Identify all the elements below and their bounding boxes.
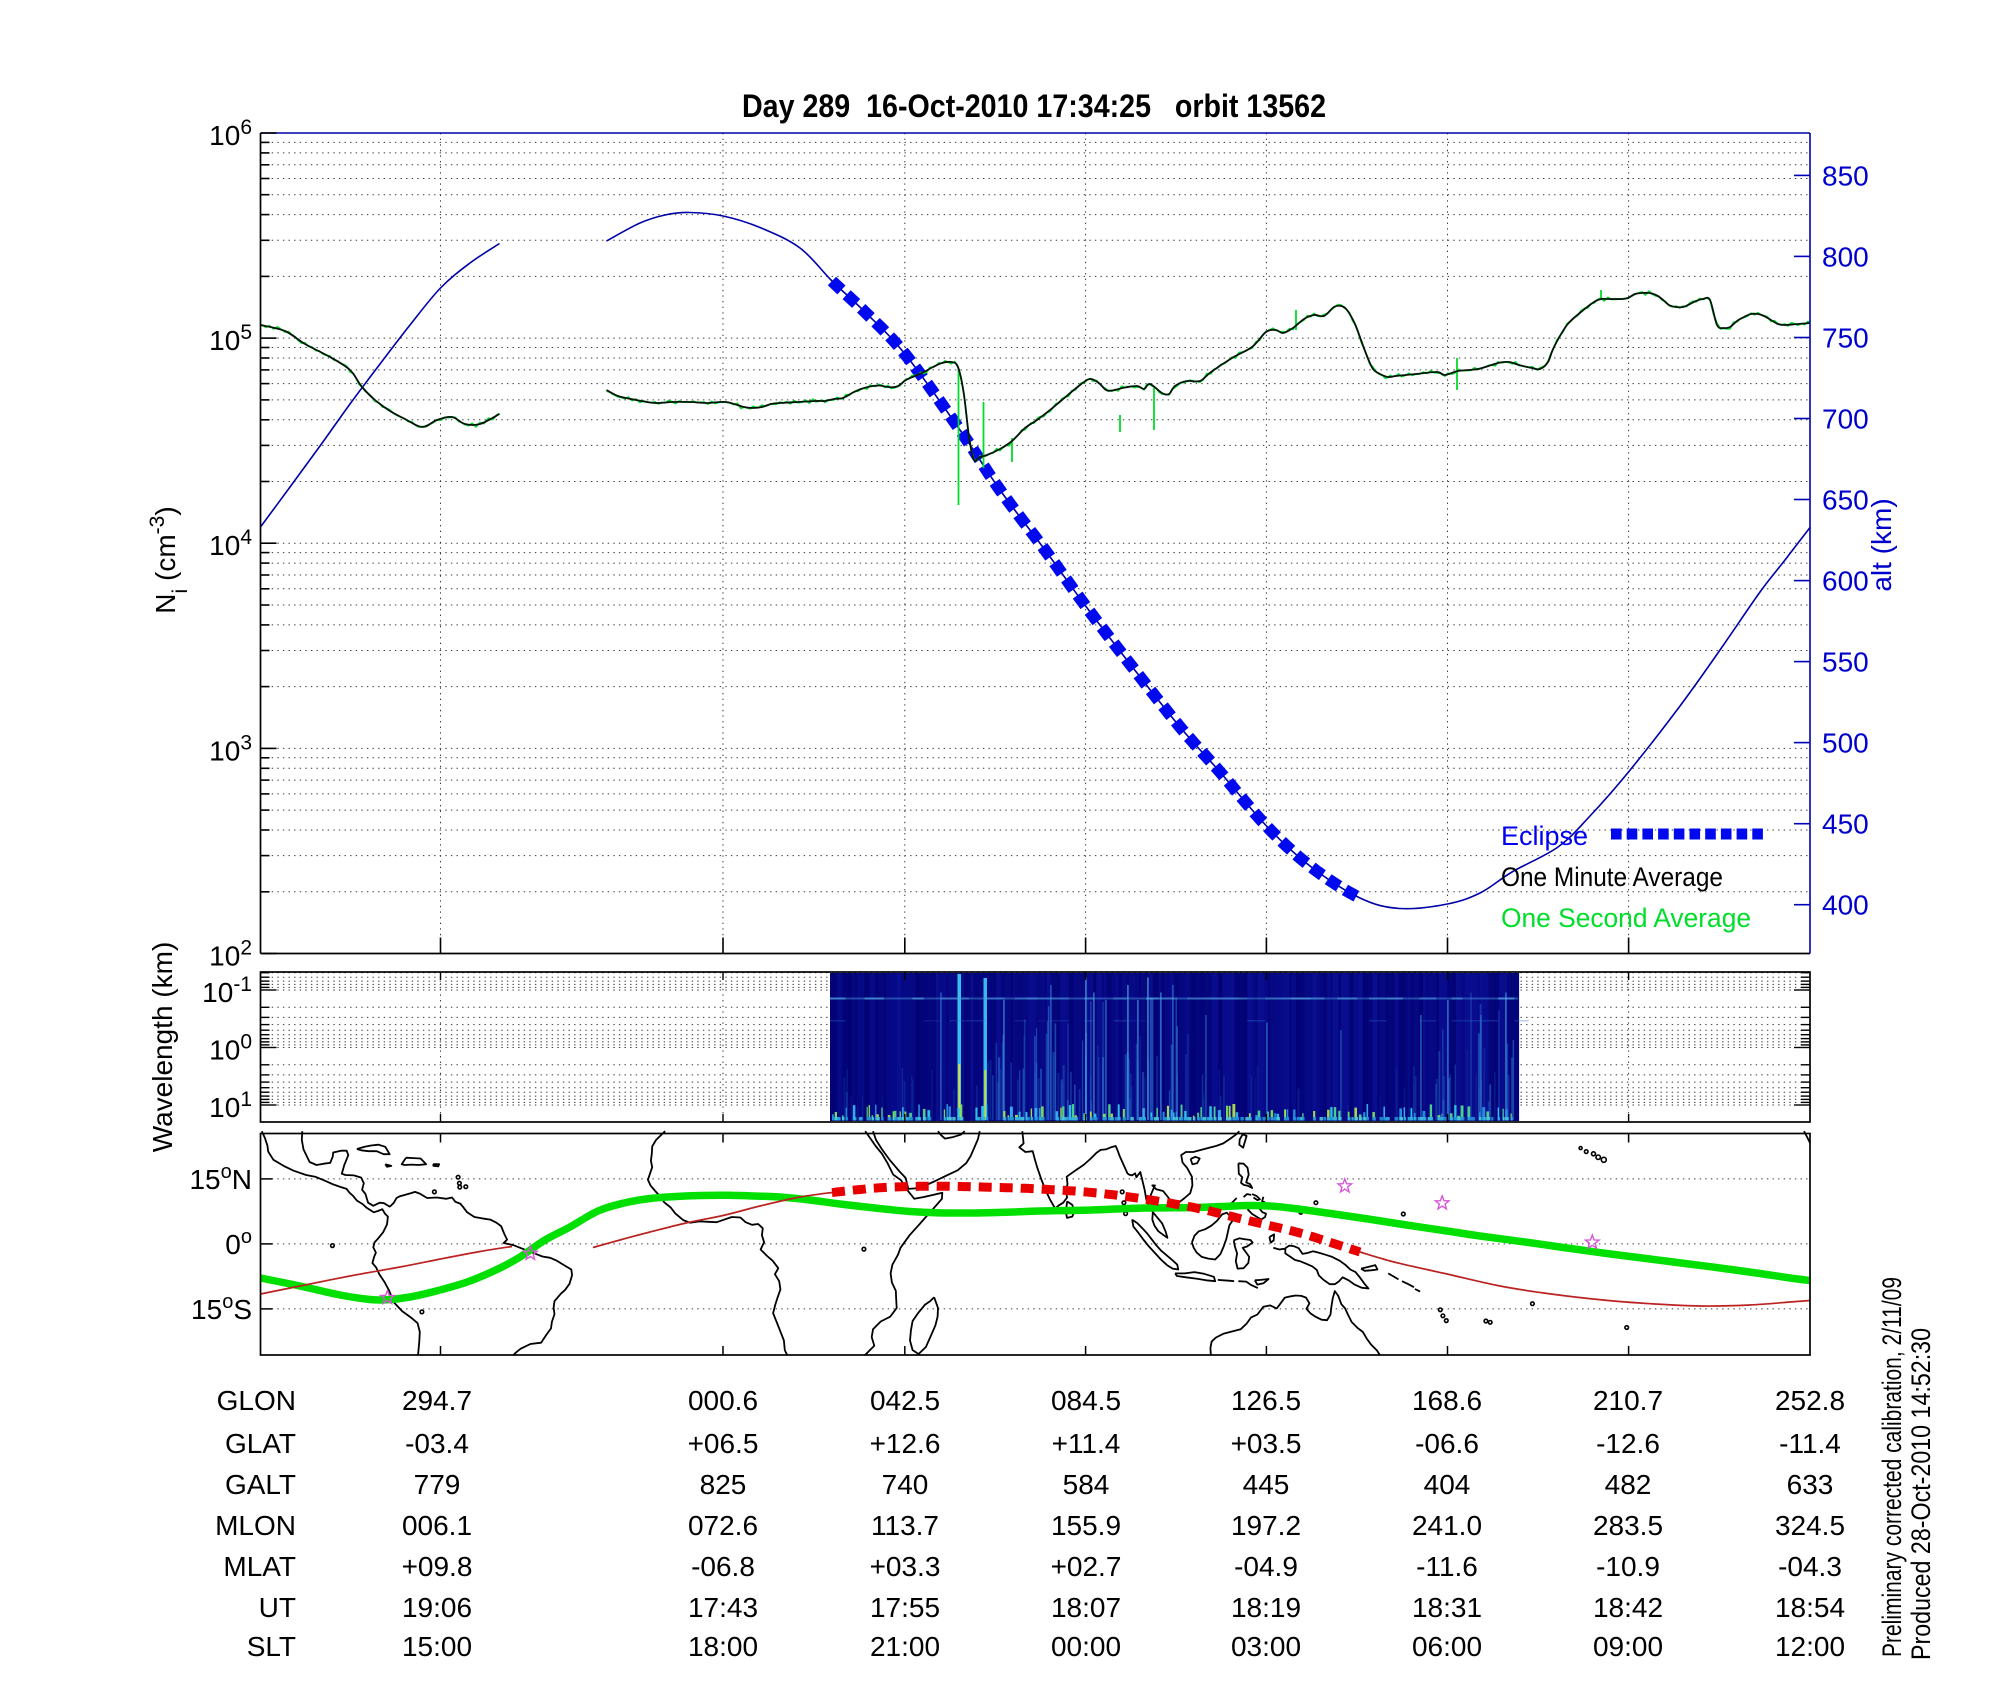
svg-text:18:31: 18:31 — [1412, 1592, 1482, 1623]
svg-text:324.5: 324.5 — [1775, 1510, 1845, 1541]
svg-text:-04.9: -04.9 — [1234, 1551, 1298, 1582]
svg-text:21:00: 21:00 — [870, 1631, 940, 1662]
svg-text:100: 100 — [209, 1030, 252, 1066]
svg-text:241.0: 241.0 — [1412, 1510, 1482, 1541]
svg-text:084.5: 084.5 — [1051, 1385, 1121, 1416]
svg-text:650: 650 — [1822, 485, 1869, 516]
svg-text:740: 740 — [882, 1469, 929, 1500]
svg-text:+12.6: +12.6 — [870, 1428, 941, 1459]
svg-text:18:54: 18:54 — [1775, 1592, 1845, 1623]
svg-text:-06.8: -06.8 — [691, 1551, 755, 1582]
svg-text:17:43: 17:43 — [688, 1592, 758, 1623]
svg-text:GALT: GALT — [225, 1469, 296, 1500]
svg-text:09:00: 09:00 — [1593, 1631, 1663, 1662]
svg-text:One Second Average: One Second Average — [1501, 903, 1751, 933]
svg-text:000.6: 000.6 — [688, 1385, 758, 1416]
svg-text:-06.6: -06.6 — [1415, 1428, 1479, 1459]
svg-text:155.9: 155.9 — [1051, 1510, 1121, 1541]
svg-text:UT: UT — [259, 1592, 296, 1623]
svg-text:450: 450 — [1822, 809, 1869, 840]
svg-text:-11.6: -11.6 — [1416, 1551, 1478, 1582]
svg-text:-12.6: -12.6 — [1596, 1428, 1660, 1459]
svg-text:18:07: 18:07 — [1051, 1592, 1121, 1623]
svg-text:072.6: 072.6 — [688, 1510, 758, 1541]
svg-text:SLT: SLT — [247, 1631, 296, 1662]
svg-text:06:00: 06:00 — [1412, 1631, 1482, 1662]
svg-text:18:00: 18:00 — [688, 1631, 758, 1662]
svg-text:18:42: 18:42 — [1593, 1592, 1663, 1623]
svg-text:168.6: 168.6 — [1412, 1385, 1482, 1416]
svg-text:+03.5: +03.5 — [1231, 1428, 1302, 1459]
svg-text:+11.4: +11.4 — [1052, 1428, 1121, 1459]
svg-text:12:00: 12:00 — [1775, 1631, 1845, 1662]
svg-text:584: 584 — [1063, 1469, 1110, 1500]
svg-text:alt (km): alt (km) — [1866, 498, 1897, 591]
svg-text:15oS: 15oS — [191, 1291, 252, 1325]
svg-text:Wavelength (km): Wavelength (km) — [147, 942, 178, 1153]
svg-text:800: 800 — [1822, 241, 1869, 272]
svg-text:042.5: 042.5 — [870, 1385, 940, 1416]
svg-text:750: 750 — [1822, 323, 1869, 354]
svg-text:104: 104 — [209, 526, 252, 562]
svg-text:779: 779 — [414, 1469, 461, 1500]
svg-text:-11.4: -11.4 — [1779, 1428, 1841, 1459]
svg-text:Day 289 16-Oct-2010 17:34:25: Day 289 16-Oct-2010 17:34:25 orbit 13562 — [742, 88, 1326, 124]
svg-text:15oN: 15oN — [189, 1161, 252, 1195]
svg-text:-03.4: -03.4 — [405, 1428, 469, 1459]
svg-text:482: 482 — [1605, 1469, 1652, 1500]
svg-text:18:19: 18:19 — [1231, 1592, 1301, 1623]
svg-text:-04.3: -04.3 — [1778, 1551, 1842, 1582]
svg-text:633: 633 — [1787, 1469, 1834, 1500]
svg-text:113.7: 113.7 — [871, 1510, 939, 1541]
svg-text:006.1: 006.1 — [402, 1510, 472, 1541]
svg-text:One Minute Average: One Minute Average — [1501, 862, 1723, 892]
svg-text:197.2: 197.2 — [1231, 1510, 1301, 1541]
svg-text:15:00: 15:00 — [402, 1631, 472, 1662]
svg-text:Eclipse: Eclipse — [1501, 821, 1588, 851]
svg-text:210.7: 210.7 — [1593, 1385, 1663, 1416]
svg-text:MLAT: MLAT — [223, 1551, 296, 1582]
svg-text:126.5: 126.5 — [1231, 1385, 1301, 1416]
svg-text:03:00: 03:00 — [1231, 1631, 1301, 1662]
svg-text:00:00: 00:00 — [1051, 1631, 1121, 1662]
svg-text:+06.5: +06.5 — [688, 1428, 759, 1459]
svg-text:-10.9: -10.9 — [1596, 1551, 1660, 1582]
svg-text:445: 445 — [1243, 1469, 1290, 1500]
svg-text:825: 825 — [700, 1469, 747, 1500]
svg-text:19:06: 19:06 — [402, 1592, 472, 1623]
svg-text:MLON: MLON — [215, 1510, 296, 1541]
svg-text:283.5: 283.5 — [1593, 1510, 1663, 1541]
svg-text:GLON: GLON — [217, 1385, 296, 1416]
svg-text:500: 500 — [1822, 728, 1869, 759]
svg-text:GLAT: GLAT — [225, 1428, 296, 1459]
svg-text:+03.3: +03.3 — [870, 1551, 941, 1582]
svg-text:850: 850 — [1822, 160, 1869, 191]
svg-text:600: 600 — [1822, 566, 1869, 597]
svg-text:Preliminary corrected calibrat: Preliminary corrected calibration, 2/11/… — [1877, 1277, 1907, 1657]
svg-text:400: 400 — [1822, 890, 1869, 921]
svg-text:+02.7: +02.7 — [1051, 1551, 1122, 1582]
svg-text:404: 404 — [1424, 1469, 1471, 1500]
svg-text:17:55: 17:55 — [870, 1592, 940, 1623]
svg-text:700: 700 — [1822, 404, 1869, 435]
svg-text:550: 550 — [1822, 647, 1869, 678]
svg-text:294.7: 294.7 — [402, 1385, 472, 1416]
svg-text:252.8: 252.8 — [1775, 1385, 1845, 1416]
svg-text:Produced 28-Oct-2010 14:52:30: Produced 28-Oct-2010 14:52:30 — [1906, 1328, 1936, 1660]
svg-text:+09.8: +09.8 — [402, 1551, 473, 1582]
